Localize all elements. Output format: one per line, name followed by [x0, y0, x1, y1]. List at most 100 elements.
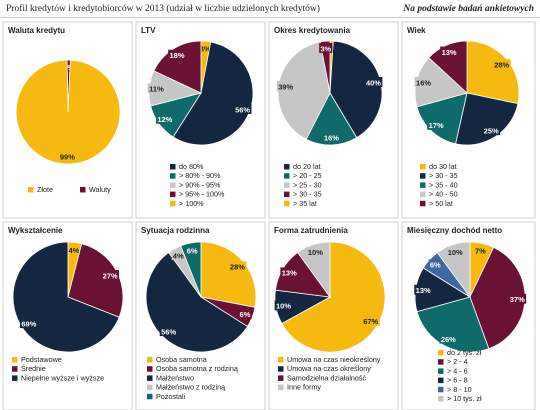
data-label: 11%: [149, 85, 164, 94]
legend-swatch: [420, 173, 426, 179]
data-label-box: [155, 113, 174, 124]
data-label-box: [428, 259, 442, 270]
data-label-box: [508, 293, 527, 304]
legend-entry: > 25 - 30: [293, 180, 322, 189]
legend-entry: > 80% - 90%: [179, 171, 221, 180]
data-label: 3%: [320, 44, 331, 53]
legend-entry: > 30 - 35: [429, 171, 458, 180]
data-label-box: [62, 61, 76, 72]
data-label: 13%: [282, 269, 297, 278]
legend-entry: Inne formy: [287, 383, 321, 392]
chart-panel-7: Forma zatrudnienia 67% 10% 13% 10% Umowa na c…: [268, 221, 399, 410]
chart-panel-3: Okres kredytowania1%40%16%39%3%do 20 lat…: [268, 21, 399, 219]
data-label-box: [171, 250, 185, 261]
chart-title: Wykształcenie: [8, 226, 63, 235]
legend-entry: > 50 lat: [429, 199, 453, 208]
legend-entry: do 2 tys. zł: [447, 348, 482, 357]
legend-swatch: [278, 384, 284, 391]
data-label-box: [233, 103, 252, 114]
data-label-box: [280, 267, 299, 278]
legend-swatch: [438, 386, 444, 393]
data-label: 40%: [366, 78, 381, 87]
legend-swatch: [28, 187, 34, 193]
data-label: 6%: [430, 261, 441, 270]
data-label-box: [361, 315, 380, 326]
data-label: 4%: [69, 246, 80, 255]
data-label: 7%: [475, 247, 486, 256]
legend-entry: Umowa na czas określony: [287, 364, 371, 373]
legend-entry: > 90% - 95%: [179, 180, 221, 189]
chart-title: LTV: [141, 26, 156, 35]
legend-swatch: [438, 368, 444, 374]
pie-slice: [416, 92, 468, 145]
pie-slice: [15, 59, 121, 165]
legend-swatch: [147, 393, 153, 400]
data-label: 25%: [484, 126, 499, 135]
chart-title: Forma zatrudnienia: [274, 226, 348, 235]
legend-entry: Średnie: [21, 364, 46, 373]
legend-swatch: [147, 357, 153, 363]
data-label-box: [276, 81, 295, 92]
chart-title: Wiek: [407, 26, 426, 35]
data-label: 6%: [187, 246, 198, 255]
pie-slice: [416, 296, 490, 353]
chart-panel-4: Wiek 28% 25% 17% 16% 13% do 30 lat> 30 - 35> 3…: [401, 21, 536, 219]
legend-entry: do 80%: [179, 162, 204, 171]
data-label: 69%: [21, 319, 36, 328]
legend-entry: Małżeństwo: [156, 373, 194, 382]
data-label-box: [427, 119, 446, 130]
data-label-box: [198, 42, 212, 53]
data-label-box: [19, 318, 38, 329]
data-label: 39%: [278, 82, 293, 91]
legend-swatch: [170, 191, 176, 198]
data-label-box: [319, 42, 333, 53]
legend-swatch: [170, 200, 176, 207]
data-label: 10%: [308, 248, 323, 257]
legend-swatch: [80, 187, 86, 193]
legend-swatch: [147, 384, 153, 391]
data-label-box: [482, 125, 501, 136]
chart-title: Waluta kredytu: [8, 26, 65, 35]
legend-entry: Podstawowe: [21, 355, 62, 364]
legend-entry: do 20 lat: [293, 162, 321, 171]
data-label: 28%: [494, 61, 509, 70]
legend-swatch: [420, 200, 426, 207]
data-label: 4%: [173, 251, 184, 260]
data-label: 28%: [230, 263, 245, 272]
legend-entry: Samodzielna działalność: [287, 373, 367, 382]
legend-entry: > 8 - 10: [447, 385, 472, 394]
data-label-box: [473, 245, 488, 256]
legend-entry: > 35 - 40: [429, 180, 458, 189]
data-label-box: [185, 245, 199, 256]
data-label-box: [67, 244, 81, 255]
legend-swatch: [278, 375, 284, 381]
legend-entry: Umowa na czas nieokreślony: [287, 355, 381, 364]
data-label: 17%: [429, 121, 444, 130]
legend-entry: Osoba samotna: [156, 355, 207, 364]
data-label: 6%: [240, 310, 251, 319]
figure-header: Profil kredytów i kredytobiorców w 2013 …: [0, 0, 540, 18]
legend-swatch: [284, 200, 290, 207]
data-label-box: [101, 270, 120, 281]
legend-swatch: [438, 359, 444, 365]
legend-swatch: [170, 182, 176, 188]
legend-entry: > 2 - 4: [447, 357, 468, 366]
pie-slice: [319, 40, 331, 94]
data-label-box: [446, 246, 465, 257]
data-label: 56%: [235, 105, 250, 114]
legend-swatch: [278, 357, 284, 363]
legend-swatch: [284, 164, 290, 170]
data-label: 13%: [416, 286, 431, 295]
data-label-box: [322, 132, 341, 143]
legend-swatch: [438, 350, 444, 356]
legend-swatch: [284, 182, 290, 188]
data-label: 3%: [200, 44, 211, 53]
legend-entry: > 35 lat: [293, 199, 317, 208]
data-label-box: [274, 300, 293, 311]
pie-slice: [455, 92, 519, 146]
figure-source: Na podstawie badań ankietowych: [403, 3, 534, 14]
legend-entry: > 6 - 8: [447, 376, 468, 385]
data-label-box: [364, 76, 383, 87]
data-label-box: [414, 76, 433, 87]
